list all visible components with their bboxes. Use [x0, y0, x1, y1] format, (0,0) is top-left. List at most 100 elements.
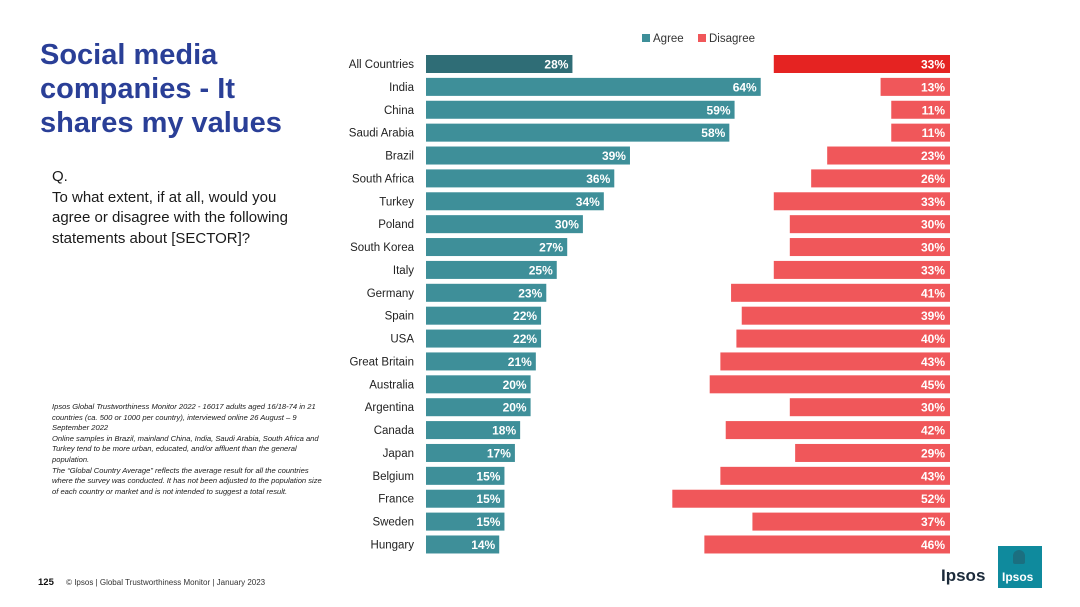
agree-bar	[426, 100, 735, 119]
agree-bar	[426, 192, 604, 211]
category-label: Germany	[367, 288, 415, 300]
category-label: Australia	[369, 379, 414, 391]
disagree-value-label: 45%	[921, 378, 945, 392]
agree-value-label: 15%	[476, 492, 500, 506]
slide-title: Social media companies - It shares my va…	[40, 39, 282, 139]
agree-bar	[426, 238, 568, 257]
disagree-value-label: 33%	[921, 195, 945, 209]
methodology-note: Ipsos Global Trustworthiness Monitor 202…	[52, 402, 327, 497]
methodology-line: Online samples in Brazil, mainland China…	[52, 433, 319, 464]
agree-bar	[426, 146, 630, 165]
agree-value-label: 21%	[508, 355, 532, 369]
category-label: South Africa	[352, 173, 415, 185]
agree-bar	[426, 306, 542, 325]
disagree-bar	[773, 192, 950, 211]
agree-value-label: 20%	[503, 401, 527, 415]
disagree-bar	[789, 215, 950, 234]
agree-value-label: 27%	[539, 241, 563, 255]
disagree-bar	[731, 283, 950, 302]
logo-shape-icon	[1013, 550, 1025, 564]
agree-value-label: 36%	[586, 172, 610, 186]
agree-bar	[426, 55, 573, 73]
agree-value-label: 22%	[513, 332, 537, 346]
category-label: Great Britain	[349, 356, 414, 368]
agree-value-label: 15%	[476, 469, 500, 483]
category-label: China	[384, 105, 415, 117]
disagree-bar	[789, 398, 950, 417]
disagree-bar	[704, 535, 950, 554]
agree-bar	[426, 329, 542, 348]
category-label: Poland	[378, 219, 414, 231]
agree-value-label: 25%	[529, 263, 553, 277]
category-label: Argentina	[365, 402, 415, 414]
disagree-value-label: 52%	[921, 492, 945, 506]
disagree-bar	[709, 375, 950, 394]
agree-bar	[426, 169, 615, 188]
agree-bar	[426, 421, 521, 440]
ipsos-wordmark: Ipsos	[941, 566, 986, 585]
disagree-value-label: 26%	[921, 172, 945, 186]
agree-value-label: 59%	[707, 103, 731, 117]
disagree-value-label: 41%	[921, 286, 945, 300]
disagree-bar	[736, 329, 950, 348]
agree-bar	[426, 535, 500, 554]
disagree-bar	[789, 238, 950, 257]
agree-value-label: 64%	[733, 80, 757, 94]
disagree-bar	[891, 100, 950, 119]
category-label: Sweden	[372, 517, 414, 529]
legend-label-agree: Agree	[653, 33, 684, 45]
agree-bar	[426, 77, 761, 96]
agree-value-label: 30%	[555, 218, 579, 232]
disagree-value-label: 43%	[921, 469, 945, 483]
disagree-bar	[880, 77, 950, 96]
category-label: India	[389, 82, 415, 94]
category-label: All Countries	[349, 59, 414, 71]
disagree-value-label: 42%	[921, 424, 945, 438]
disagree-value-label: 43%	[921, 355, 945, 369]
agree-bar	[426, 466, 505, 485]
disagree-bar	[795, 443, 950, 462]
disagree-bar	[827, 146, 950, 165]
agree-bar	[426, 398, 531, 417]
category-label: Brazil	[385, 151, 414, 163]
agree-value-label: 17%	[487, 446, 511, 460]
disagree-value-label: 13%	[921, 80, 945, 94]
page-number: 125	[38, 577, 54, 588]
disagree-value-label: 46%	[921, 538, 945, 552]
disagree-value-label: 30%	[921, 218, 945, 232]
survey-question: Q. To what extent, if at all, would you …	[52, 167, 292, 249]
agree-value-label: 34%	[576, 195, 600, 209]
agree-value-label: 23%	[518, 286, 542, 300]
category-label: Spain	[385, 311, 414, 323]
disagree-bar	[773, 260, 950, 279]
methodology-line: Ipsos Global Trustworthiness Monitor 202…	[52, 402, 316, 433]
category-label: Hungary	[371, 539, 415, 551]
disagree-value-label: 29%	[921, 446, 945, 460]
footer: 125 © Ipsos | Global Trustworthiness Mon…	[38, 577, 265, 588]
agree-value-label: 22%	[513, 309, 537, 323]
ipsos-logo: Ipsos	[998, 546, 1042, 588]
methodology-line: The “Global Country Average” reflects th…	[52, 465, 322, 496]
agree-value-label: 18%	[492, 424, 516, 438]
disagree-value-label: 37%	[921, 515, 945, 529]
category-label: Turkey	[379, 196, 414, 208]
agree-bar	[426, 352, 536, 371]
category-label: Saudi Arabia	[349, 128, 415, 140]
category-label: Belgium	[372, 471, 414, 483]
disagree-value-label: 33%	[921, 58, 945, 72]
agree-value-label: 39%	[602, 149, 626, 163]
disagree-bar	[672, 489, 950, 508]
disagree-value-label: 30%	[921, 401, 945, 415]
agree-value-label: 20%	[503, 378, 527, 392]
agree-bar	[426, 443, 515, 462]
disagree-bar	[891, 123, 950, 142]
disagree-bar	[720, 352, 950, 371]
agree-bar	[426, 260, 557, 279]
category-label: USA	[390, 334, 414, 346]
disagree-bar	[752, 512, 950, 531]
disagree-bar	[741, 306, 950, 325]
disagree-value-label: 39%	[921, 309, 945, 323]
disagree-value-label: 11%	[922, 126, 946, 140]
disagree-value-label: 30%	[921, 241, 945, 255]
